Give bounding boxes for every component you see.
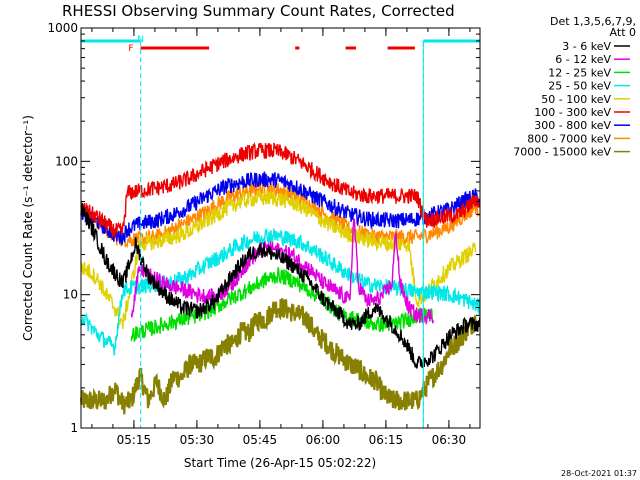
x-axis: 05:15 05:30 05:45 06:00 06:15 06:30 <box>91 28 471 447</box>
x-tick-label: 06:15 <box>369 433 404 447</box>
timestamp: 28-Oct-2021 01:37 <box>561 469 637 478</box>
y-tick-label: 100 <box>55 154 78 168</box>
legend-entry-label: 12 - 25 keV <box>548 66 611 79</box>
legend-header-line: Det 1,3,5,6,7,9, <box>550 15 636 28</box>
y-axis: 1 10 100 1000 <box>47 21 480 435</box>
x-tick-label: 05:30 <box>180 433 215 447</box>
y-tick-label: 1 <box>70 421 78 435</box>
x-axis-label: Start Time (26-Apr-15 05:02:22) <box>184 456 376 470</box>
x-tick-label: 06:00 <box>306 433 341 447</box>
series-line-7000-15000-kev <box>79 298 477 415</box>
series-line-50-100-kev <box>80 190 477 330</box>
series-layer <box>79 141 481 415</box>
y-tick-label: 10 <box>63 288 78 302</box>
legend-entry-label: 50 - 100 keV <box>541 93 611 106</box>
legend-entry-label: 25 - 50 keV <box>548 80 611 93</box>
marker-f: F <box>128 44 133 54</box>
legend-entry-label: 800 - 7000 keV <box>527 132 611 145</box>
x-tick-label: 05:15 <box>117 433 152 447</box>
x-tick-label: 05:45 <box>243 433 278 447</box>
series-line-300-800-kev <box>80 171 481 246</box>
x-tick-label: 06:30 <box>432 433 467 447</box>
series-line-100-300-kev <box>80 141 481 239</box>
legend-entry-label: 300 - 800 keV <box>534 119 611 132</box>
legend-entry-label: 3 - 6 keV <box>562 40 611 53</box>
legend-entry-label: 7000 - 15000 keV <box>513 146 611 159</box>
legend-entry-label: 6 - 12 keV <box>555 53 611 66</box>
y-axis-label: Corrected Count Rate (s⁻¹ detector⁻¹) <box>21 115 35 341</box>
marker-n: N <box>137 35 144 45</box>
legend-header-line: Att 0 <box>610 26 636 39</box>
y-tick-label: 1000 <box>47 21 78 35</box>
series-line-3-6-kev <box>80 202 481 369</box>
chart-title: RHESSI Observing Summary Count Rates, Co… <box>62 2 455 20</box>
legend-entry-label: 100 - 300 keV <box>534 106 611 119</box>
